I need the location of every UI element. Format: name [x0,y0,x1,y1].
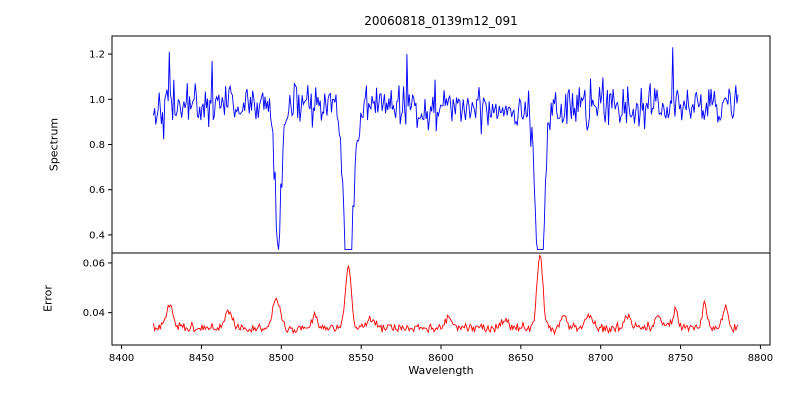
axes-box [111,252,771,346]
y-tick-label: 0.04 [83,308,105,319]
spectrum-line [153,47,739,251]
x-tick-label: 8700 [588,353,613,364]
x-axis-label: Wavelength [408,364,474,377]
x-tick-label: 8450 [189,353,214,364]
axes-box [111,35,771,254]
y-tick-label: 0.06 [83,258,105,269]
chart-title: 20060818_0139m12_091 [364,14,518,28]
error-line [153,254,739,336]
y-tick-label: 0.4 [89,230,105,241]
x-tick-label: 8650 [508,353,533,364]
y-tick-label: 0.8 [89,140,105,151]
y-tick-label: 0.6 [89,185,105,196]
x-tick-label: 8500 [269,353,294,364]
x-tick-label: 8750 [668,353,693,364]
x-tick-label: 8600 [428,353,453,364]
x-tick-label: 8800 [748,353,773,364]
x-tick-label: 8400 [109,353,134,364]
y-tick-label: 1.0 [89,95,105,106]
y-tick-label: 1.2 [89,50,105,61]
x-tick-label: 8550 [348,353,373,364]
